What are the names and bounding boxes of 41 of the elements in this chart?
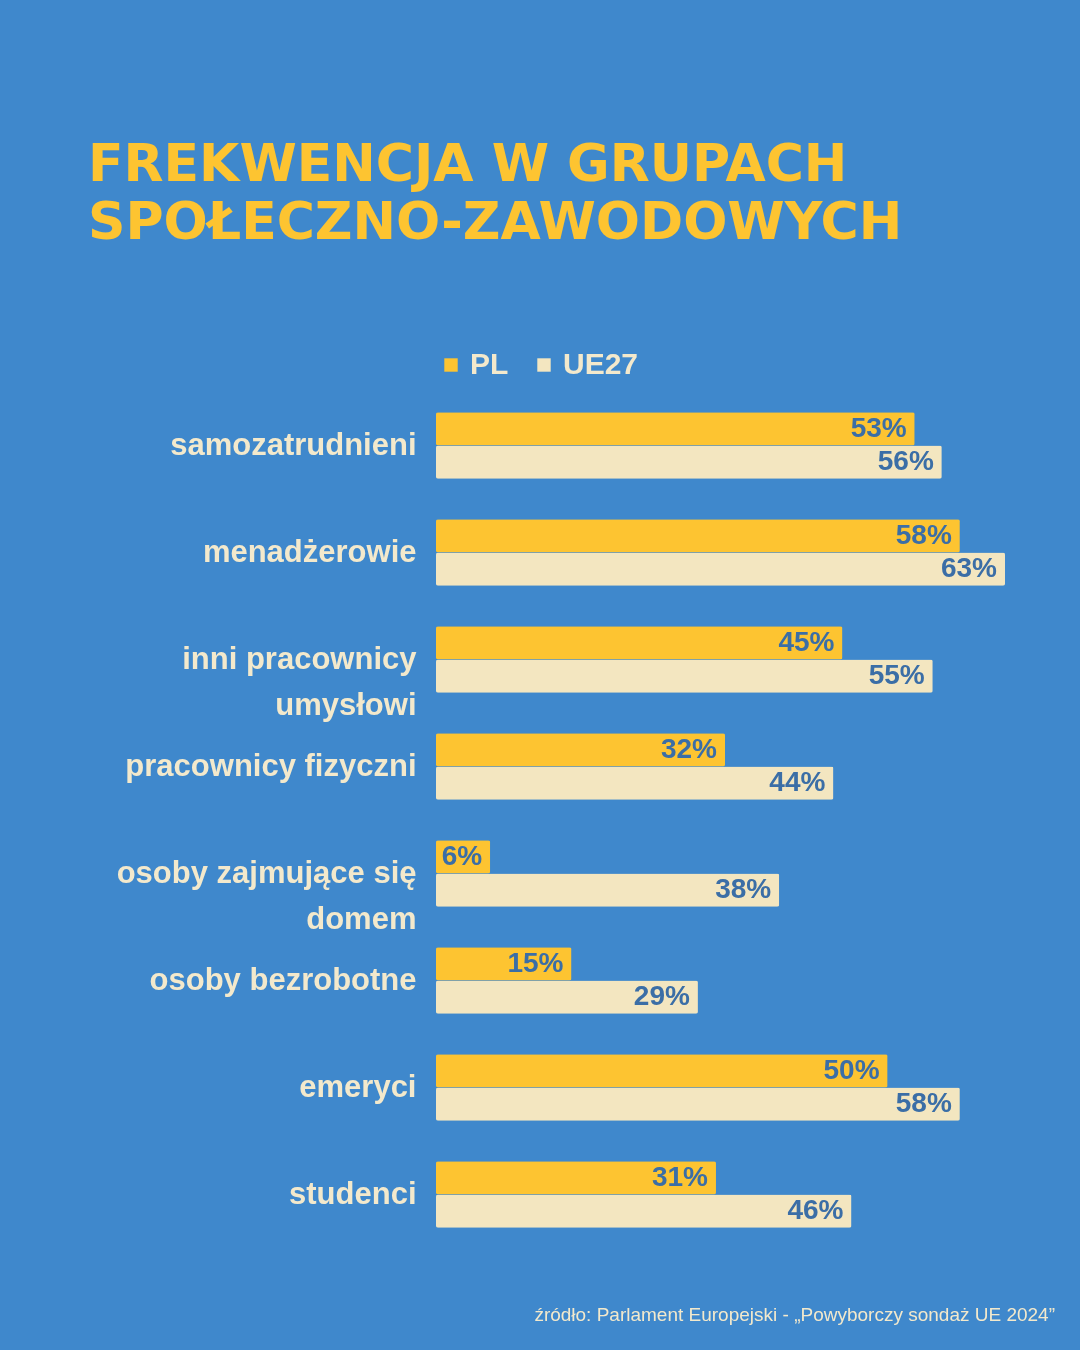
y-tick-label: samozatrudnieni	[170, 426, 417, 462]
y-tick-label: inni pracownicy umysłowi	[182, 640, 418, 722]
bar	[436, 519, 960, 553]
data-label: 56%	[877, 445, 934, 477]
data-label: 29%	[633, 980, 691, 1012]
bar	[436, 873, 780, 907]
legend-label: PL	[470, 347, 509, 380]
data-label: 32%	[660, 732, 718, 764]
y-tick-label: osoby zajmujące się domem	[116, 854, 417, 936]
data-label: 55%	[868, 659, 925, 691]
bar	[436, 412, 915, 446]
text: źródło: Parlament Europejski - „Powyborczy sondaż UE 2024”	[534, 1304, 1055, 1325]
data-label: 46%	[787, 1194, 844, 1226]
bar	[436, 766, 834, 800]
bar	[436, 626, 843, 660]
bar	[436, 1087, 960, 1121]
data-label: 58%	[895, 518, 952, 550]
data-label: 15%	[507, 946, 564, 978]
data-label: 58%	[895, 1087, 952, 1119]
bar	[436, 659, 933, 693]
bar	[436, 552, 1005, 586]
y-tick-label: pracownicy fizyczni	[125, 747, 417, 783]
chart-title: FREKWENCJA W GRUPACH SPOŁECZNO-ZAWODOWYCH	[88, 133, 903, 251]
data-label: 45%	[778, 625, 835, 657]
y-tick-label: studenci	[289, 1175, 417, 1211]
data-label: 44%	[769, 766, 826, 798]
legend-label: UE27	[563, 347, 639, 380]
bar	[436, 1161, 716, 1195]
y-tick-label: osoby bezrobotne	[149, 961, 417, 997]
bar	[436, 733, 726, 767]
bar	[436, 1194, 852, 1228]
data-label: 63%	[940, 552, 998, 584]
bar	[436, 445, 942, 479]
y-tick-label: menadżerowie	[202, 533, 417, 569]
data-label: 50%	[823, 1053, 880, 1085]
data-label: 6%	[441, 839, 483, 871]
y-tick-label: emeryci	[299, 1068, 417, 1104]
data-label: 31%	[651, 1160, 709, 1192]
bar	[436, 1054, 888, 1088]
data-label: 38%	[715, 873, 772, 905]
data-label: 53%	[850, 411, 907, 443]
